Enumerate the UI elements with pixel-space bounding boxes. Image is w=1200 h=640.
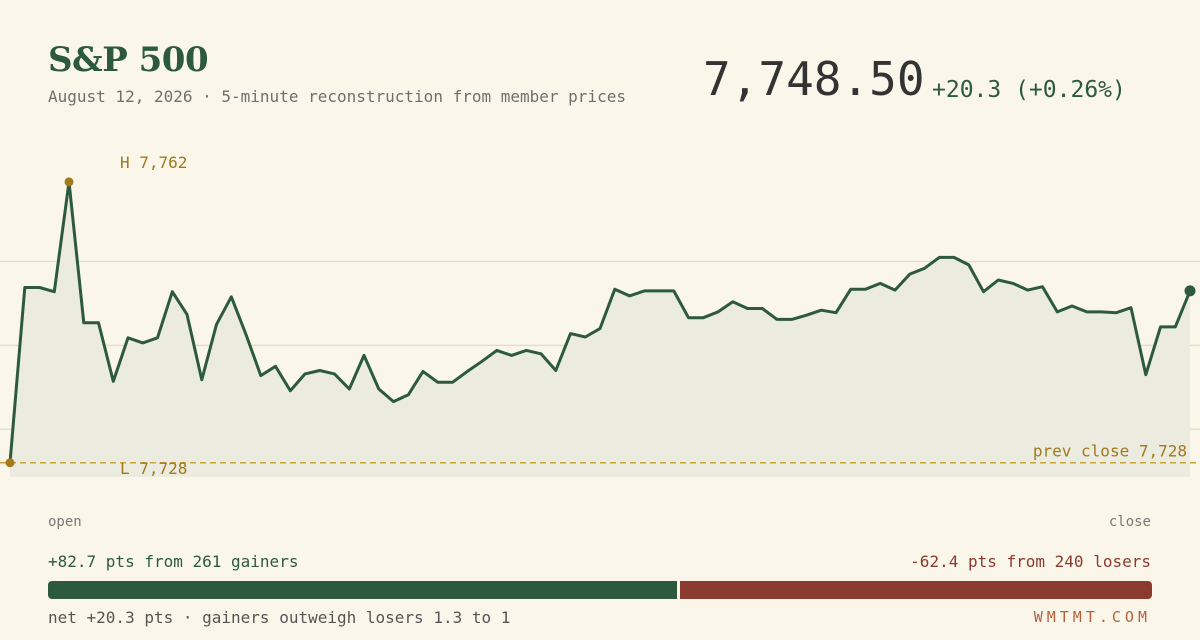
low-marker [5,458,15,468]
chart-subtitle: August 12, 2026 · 5-minute reconstructio… [48,87,626,106]
gainers-summary: +82.7 pts from 261 gainers [48,552,299,571]
high-marker [64,177,74,187]
x-label-open: open [48,514,82,530]
gainers-bar [48,581,677,599]
losers-bar [680,581,1152,599]
losers-summary: -62.4 pts from 240 losers [910,552,1151,571]
price-change: +20.3 (+0.26%) [932,77,1126,103]
low-label: L 7,728 [120,459,187,478]
prev-close-label: prev close 7,728 [1033,442,1187,461]
net-summary: net +20.3 pts · gainers outweigh losers … [48,608,511,627]
current-price: 7,748.50 [703,52,925,106]
x-label-close: close [1108,514,1151,530]
intraday-line-chart: H 7,762 L 7,728 prev close 7,728 [0,153,1200,478]
brand-watermark: WMTMT.COM [1033,608,1151,626]
high-label: H 7,762 [120,153,187,172]
index-title: S&P 500 [48,40,209,80]
price-line [8,180,1192,465]
last-price-marker [1184,285,1196,297]
